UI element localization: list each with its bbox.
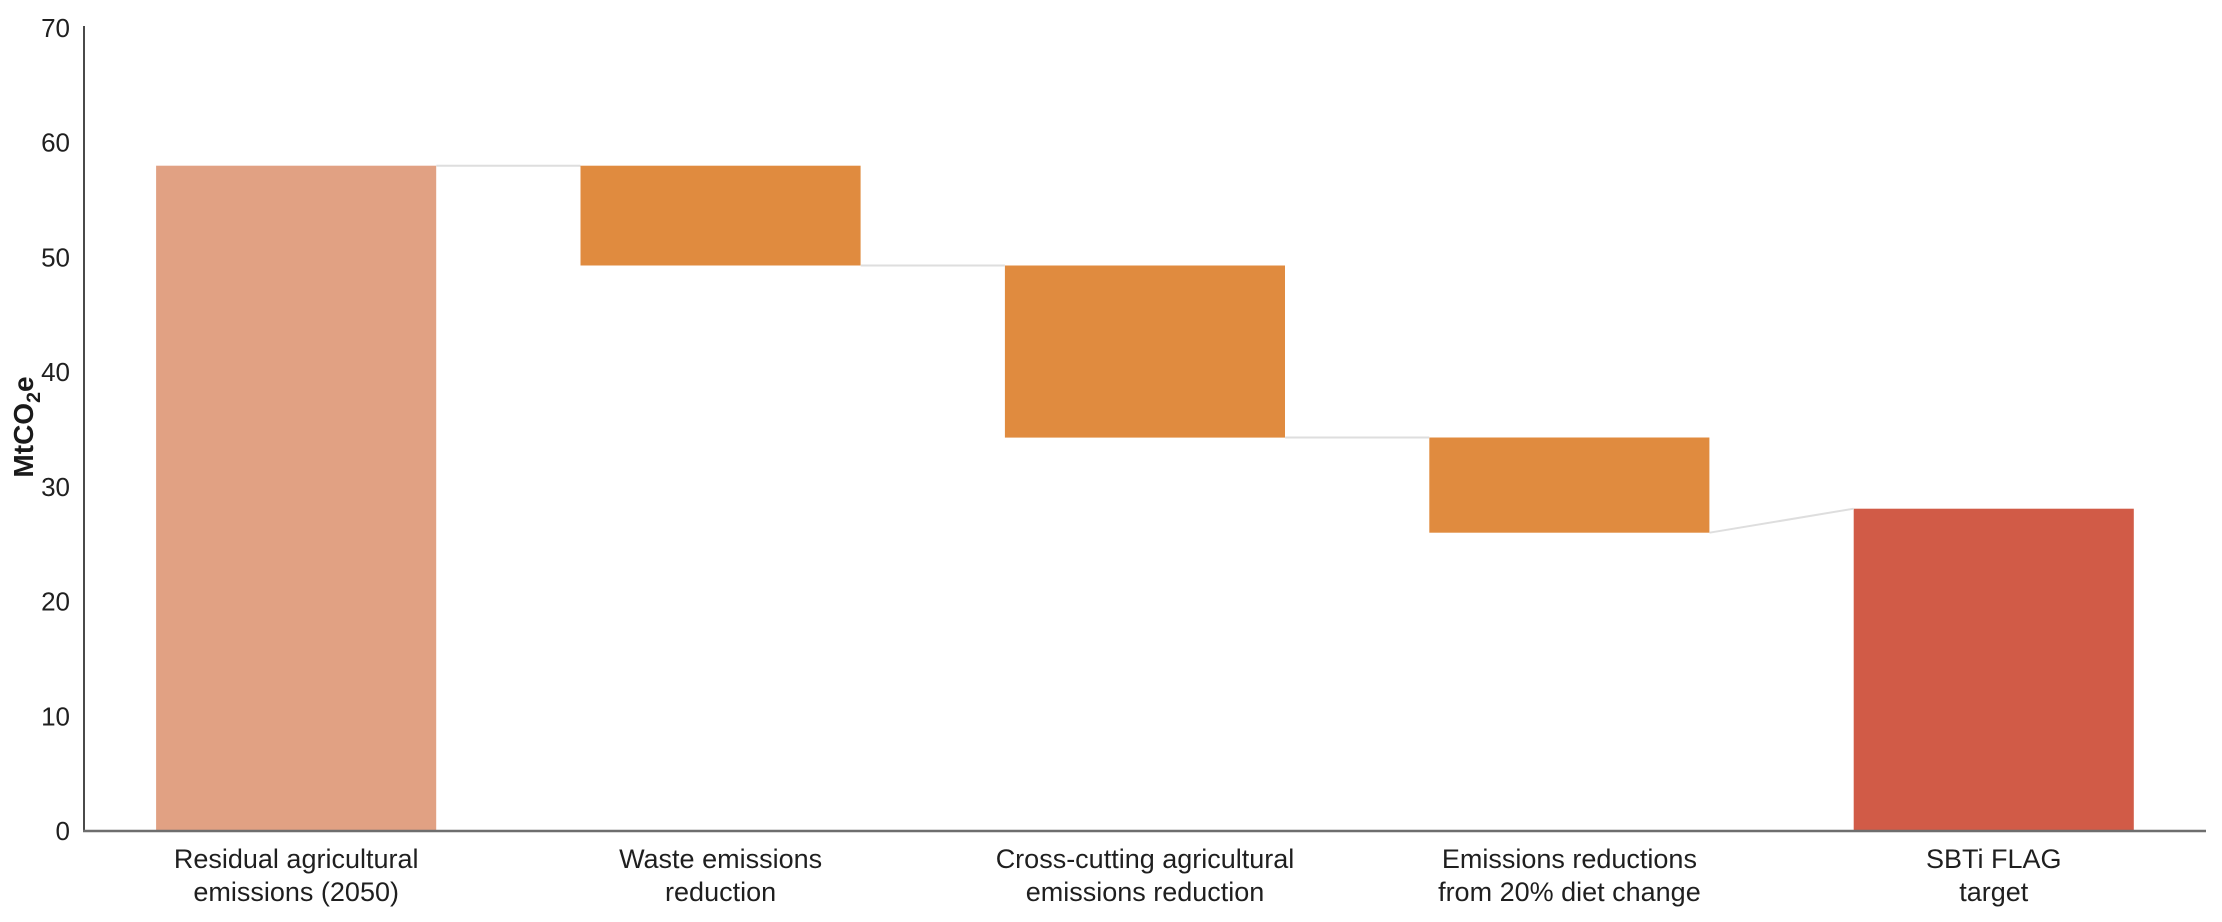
y-axis-title-suffix: e — [8, 376, 40, 393]
x-category-label-line: Waste emissions — [619, 844, 822, 874]
x-category-label-line: Cross-cutting agricultural — [996, 844, 1295, 874]
x-category-label-residual-agricultural-emissions-2050: Residual agricultural emissions (2050) — [174, 844, 419, 907]
y-tick-label-0: 0 — [56, 816, 70, 846]
x-category-label-line: emissions reduction — [1026, 877, 1265, 907]
y-tick-label-10: 10 — [41, 701, 70, 731]
x-category-label-cross-cutting-agricultural-emissions-reduction: Cross-cutting agricultural emissions redu… — [996, 844, 1295, 907]
y-tick-label-50: 50 — [41, 242, 70, 272]
x-category-label-line: Emissions reductions — [1442, 844, 1697, 874]
x-category-label-sbti-flag-target: SBTi FLAG target — [1926, 844, 2062, 907]
y-tick-label-20: 20 — [41, 587, 70, 617]
y-tick-label-30: 30 — [41, 472, 70, 502]
x-category-label-line: emissions (2050) — [193, 877, 399, 907]
x-category-label-line: from 20% diet change — [1438, 877, 1701, 907]
connector-3 — [1709, 507, 1854, 534]
x-category-label-line: Residual agricultural — [174, 844, 419, 874]
y-axis-title: MtCO2e — [8, 376, 46, 477]
x-category-label-line: SBTi FLAG — [1926, 844, 2062, 874]
y-tick-label-40: 40 — [41, 357, 70, 387]
bar-cross-cutting-agricultural-emissions-reduction[interactable] — [1004, 265, 1285, 438]
y-tick-label-60: 60 — [41, 128, 70, 158]
bar-sbti-flag-target[interactable] — [1853, 508, 2134, 831]
bar-residual-agricultural-emissions-2050[interactable] — [156, 165, 437, 831]
bar-waste-emissions-reduction[interactable] — [580, 165, 861, 266]
x-category-label-line: reduction — [665, 877, 776, 907]
y-axis-title-subscript: 2 — [22, 392, 45, 403]
y-tick-label-70: 70 — [41, 13, 70, 43]
bar-emissions-reductions-from-20-diet-change[interactable] — [1429, 437, 1710, 533]
x-category-label-waste-emissions-reduction: Waste emissions reduction — [619, 844, 822, 907]
y-axis-title-text: MtCO — [8, 402, 40, 478]
x-category-label-line: target — [1959, 877, 2029, 907]
x-category-label-emissions-reductions-from-20-diet-change: Emissions reductions from 20% diet change — [1438, 844, 1701, 907]
